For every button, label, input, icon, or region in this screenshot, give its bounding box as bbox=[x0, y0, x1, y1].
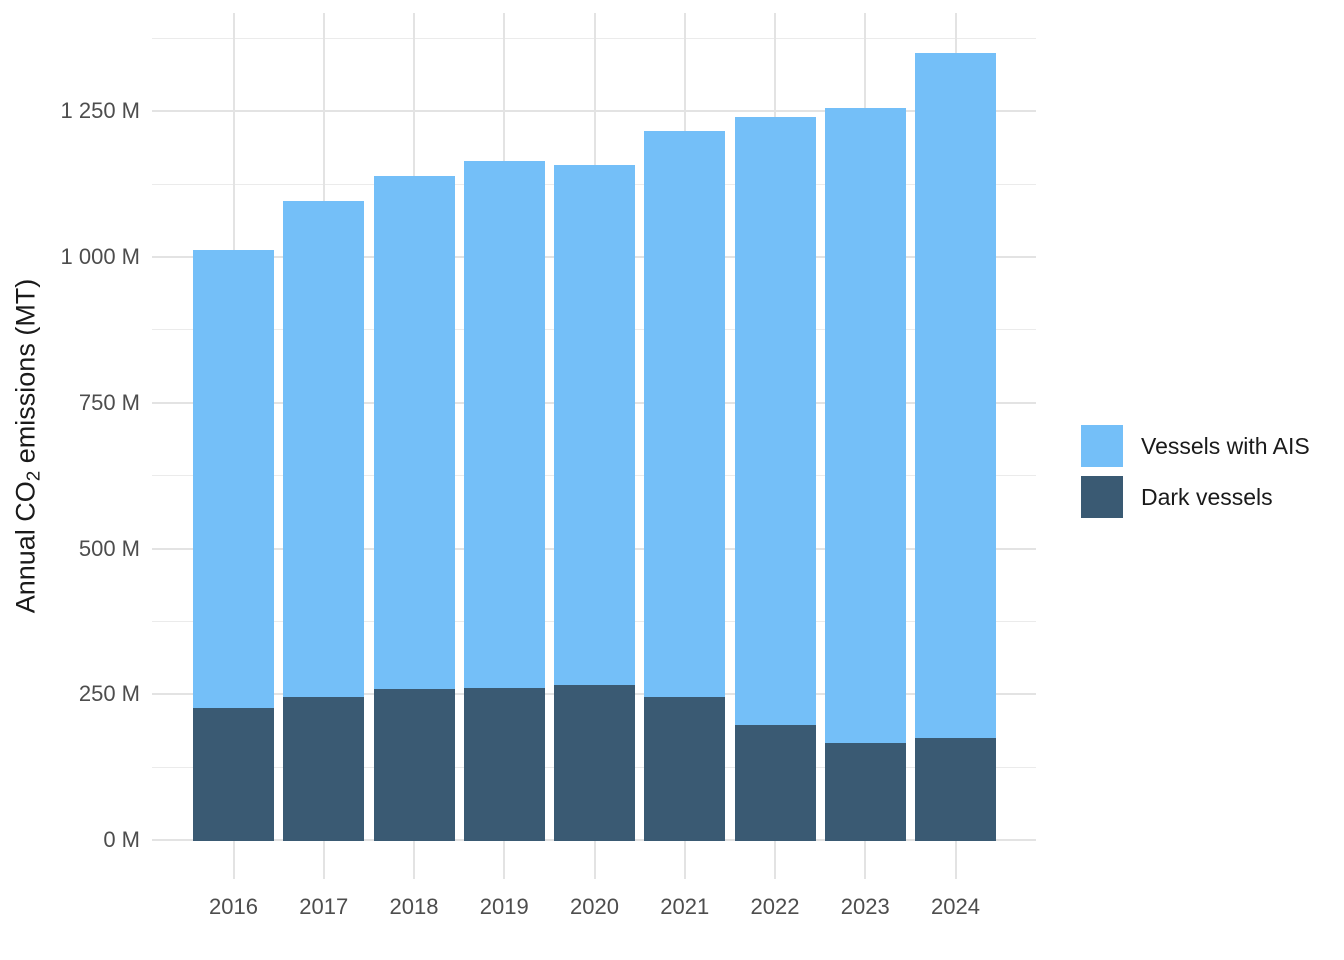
bar-2018-dark-vessels bbox=[373, 689, 455, 841]
x-tick-label-2018: 2018 bbox=[389, 894, 439, 919]
x-tick-label-2023: 2023 bbox=[840, 894, 890, 919]
y-tick-label-1000: 1 000 M bbox=[60, 244, 141, 270]
bar-2019-vessels-with-ais bbox=[463, 160, 545, 688]
bar-2016-vessels-with-ais bbox=[193, 250, 274, 708]
x-tick-label-2016: 2016 bbox=[209, 894, 258, 919]
bar-2018-vessels-with-ais bbox=[373, 175, 455, 690]
x-tick-label-2022: 2022 bbox=[750, 894, 800, 919]
y-tick-label-500: 500 M bbox=[78, 535, 140, 561]
bar-2019-dark-vessels bbox=[463, 687, 545, 841]
x-tick-label-2024: 2024 bbox=[931, 894, 980, 919]
legend: Vessels with AIS Dark vessels bbox=[1081, 425, 1310, 527]
bar-2016-dark-vessels bbox=[193, 707, 274, 841]
y-tick-label-250: 250 M bbox=[78, 681, 140, 707]
y-axis-title-prefix: Annual CO bbox=[10, 481, 41, 614]
legend-label-dark-vessels: Dark vessels bbox=[1141, 483, 1273, 510]
bar-2022-dark-vessels bbox=[734, 725, 816, 841]
bar-2020-vessels-with-ais bbox=[554, 165, 635, 685]
bar-2023-vessels-with-ais bbox=[824, 107, 906, 743]
x-tick-label-2019: 2019 bbox=[479, 894, 529, 919]
legend-item-dark-vessels: Dark vessels bbox=[1081, 476, 1310, 518]
y-axis-title-subscript: 2 bbox=[23, 470, 45, 482]
legend-item-vessels-with-ais: Vessels with AIS bbox=[1081, 425, 1310, 467]
bar-2017-dark-vessels bbox=[283, 696, 365, 841]
bar-2020-dark-vessels bbox=[554, 684, 635, 841]
legend-swatch-dark-vessels bbox=[1081, 476, 1123, 518]
x-tick-label-2020: 2020 bbox=[570, 894, 619, 919]
bar-2023-dark-vessels bbox=[824, 742, 906, 841]
bar-2024-vessels-with-ais bbox=[915, 53, 996, 738]
x-tick-label-2017: 2017 bbox=[299, 894, 349, 919]
y-tick-label-750: 750 M bbox=[78, 389, 140, 415]
y-axis-title-suffix: emissions (MT) bbox=[10, 278, 41, 471]
bar-2024-dark-vessels bbox=[915, 737, 996, 841]
bar-2021-dark-vessels bbox=[644, 696, 726, 841]
y-axis-title: Annual CO2 emissions (MT) bbox=[11, 279, 46, 614]
bar-2017-vessels-with-ais bbox=[283, 201, 365, 697]
bar-2022-vessels-with-ais bbox=[734, 116, 816, 726]
legend-swatch-vessels-with-ais bbox=[1081, 425, 1123, 467]
bar-2021-vessels-with-ais bbox=[644, 131, 726, 697]
legend-label-vessels-with-ais: Vessels with AIS bbox=[1141, 432, 1310, 459]
y-tick-label-0: 0 M bbox=[103, 827, 140, 852]
y-tick-label-1250: 1 250 M bbox=[60, 98, 141, 124]
x-tick-label-2021: 2021 bbox=[660, 894, 710, 919]
